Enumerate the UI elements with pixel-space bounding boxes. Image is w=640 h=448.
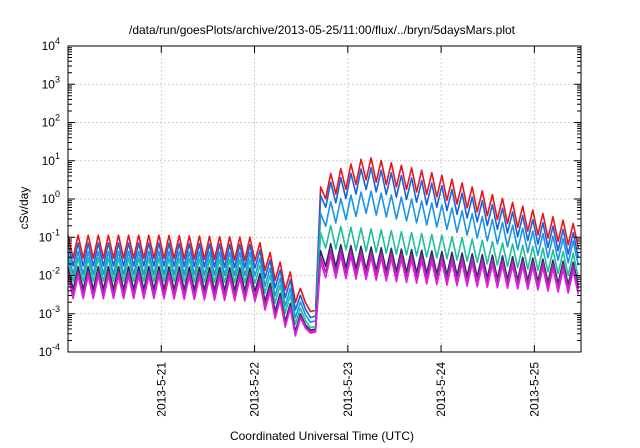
series-line [67, 190, 580, 324]
series-line [67, 157, 580, 313]
y-tick-label: 104 [42, 36, 60, 53]
series-line [67, 224, 580, 329]
x-tick-label: 2013-5-24 [434, 362, 448, 417]
y-tick-label: 10-3 [39, 304, 60, 321]
y-tick-label: 10-4 [39, 342, 60, 359]
y-tick-label: 103 [42, 74, 60, 91]
y-axis-label: cSv/day [17, 187, 31, 230]
x-tick-label: 2013-5-22 [248, 362, 262, 417]
chart-title: /data/run/goesPlots/archive/2013-05-25/1… [129, 23, 516, 37]
y-tick-label: 10-2 [39, 266, 60, 283]
x-axis-label: Coordinated Universal Time (UTC) [230, 429, 414, 443]
series-group [67, 157, 580, 337]
y-tick-label: 101 [42, 151, 60, 168]
series-line [67, 243, 580, 333]
series-line [67, 166, 580, 319]
x-axis: 2013-5-21 2013-5-22 2013-5-23 2013-5-24 2013… [154, 46, 541, 417]
grid-lines [68, 46, 581, 352]
x-tick-label: 2013-5-25 [527, 362, 541, 417]
y-tick-label: 100 [42, 189, 60, 206]
series-line [67, 254, 580, 337]
x-tick-label: 2013-5-21 [154, 362, 168, 417]
x-tick-label: 2013-5-23 [341, 362, 355, 417]
y-tick-label: 102 [42, 113, 60, 130]
series-line [67, 248, 580, 336]
y-tick-label: 10-1 [39, 227, 60, 244]
y-axis: 10-4 10-3 10-2 10-1 100 101 102 103 104 [39, 36, 581, 359]
